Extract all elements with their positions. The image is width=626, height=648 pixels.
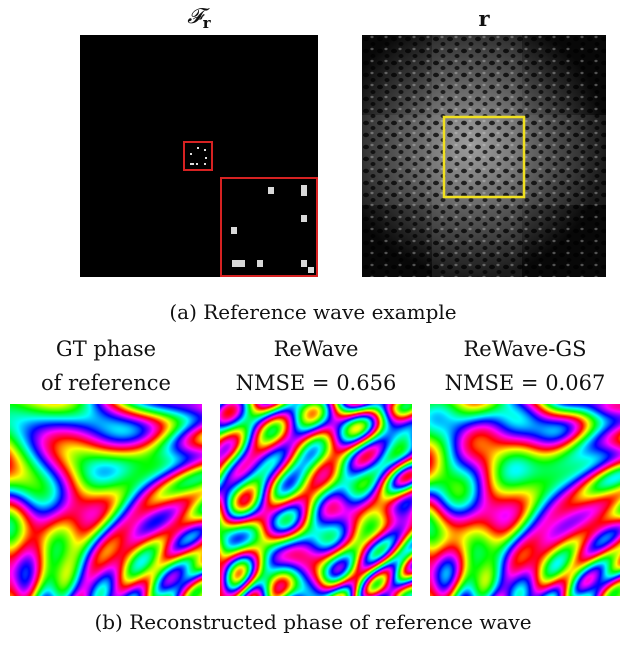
fourier-subscript: r <box>202 14 211 33</box>
caption-a: (a) Reference wave example <box>169 300 457 324</box>
column-heading-rewave-gs: ReWave-GS NMSE = 0.067 <box>430 332 620 400</box>
column-heading-rewave-gs-line2: NMSE = 0.067 <box>444 371 606 395</box>
fourier-symbol: 𝓕 <box>187 4 203 28</box>
zoom-source-box <box>183 141 213 171</box>
column-heading-rewave-gs-line1: ReWave-GS <box>463 337 587 361</box>
reference-wave-image <box>362 35 606 277</box>
highlight-region-box <box>442 115 526 199</box>
column-heading-gt-line1: GT phase <box>55 337 157 361</box>
fourier-panel-title: 𝓕r <box>80 4 318 32</box>
fourier-spectrum-image <box>80 35 318 277</box>
reference-panel-title: r <box>478 6 490 31</box>
phase-canvas <box>10 404 202 596</box>
phase-image-rewave-gs <box>430 404 620 596</box>
phase-canvas <box>430 404 620 596</box>
phase-image-rewave <box>220 404 412 596</box>
column-heading-gt-line2: of reference <box>41 371 171 395</box>
caption-b: (b) Reconstructed phase of reference wav… <box>94 610 532 634</box>
phase-image-gt <box>10 404 202 596</box>
column-heading-rewave: ReWave NMSE = 0.656 <box>220 332 412 400</box>
column-heading-rewave-line1: ReWave <box>273 337 359 361</box>
column-heading-rewave-line2: NMSE = 0.656 <box>235 371 397 395</box>
column-heading-gt: GT phase of reference <box>10 332 202 400</box>
phase-canvas <box>220 404 412 596</box>
